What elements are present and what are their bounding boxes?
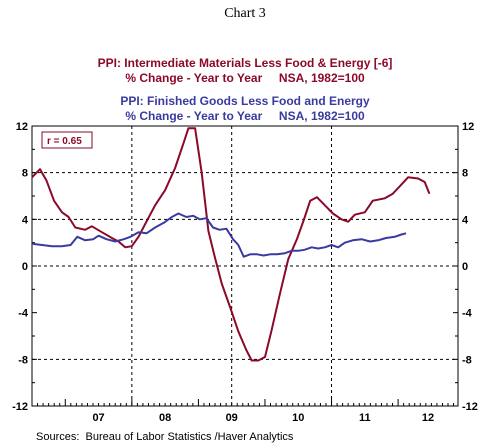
series-2-name: PPI: Finished Goods Less Food and Energy [120, 94, 370, 108]
x-tick-label: 09 [226, 412, 238, 424]
y-tick-label-right: 8 [462, 168, 468, 180]
series-line-2 [31, 212, 407, 258]
y-tick-label-right: -8 [462, 354, 472, 366]
x-tick-label: 07 [92, 412, 104, 424]
y-tick-label-right: -12 [462, 401, 478, 413]
y-tick-label-left: -8 [18, 354, 28, 366]
y-axis-left: -12 -8 -4 0 4 8 12 [12, 121, 37, 413]
y-tick-label-right: -4 [462, 308, 473, 320]
x-tick-label: 08 [159, 412, 171, 424]
y-axis-right: -12 -8 -4 0 4 8 12 [453, 121, 478, 413]
x-tick-label: 12 [422, 412, 434, 424]
chart-title: Chart 3 [224, 6, 266, 21]
y-tick-label-left: -4 [18, 308, 29, 320]
series-1-subtitle: % Change - Year to Year NSA, 1982=100 [125, 71, 365, 85]
series-2-subtitle: % Change - Year to Year NSA, 1982=100 [125, 109, 365, 123]
series-1-name: PPI: Intermediate Materials Less Food & … [98, 56, 393, 70]
y-tick-label-left: 12 [16, 121, 28, 133]
correlation-annotation: r = 0.65 [47, 136, 82, 147]
series-lines [31, 127, 431, 362]
y-tick-label-left: 4 [22, 214, 29, 226]
x-tick-label: 10 [292, 412, 304, 424]
series-line-1 [31, 127, 431, 362]
y-tick-label-left: 0 [22, 261, 28, 273]
y-tick-label-left: -12 [12, 401, 28, 413]
correlation-box [41, 131, 93, 149]
x-axis: 07 08 09 10 11 12 [31, 399, 455, 424]
source-note: Sources: Bureau of Labor Statistics /Hav… [36, 431, 294, 443]
y-tick-label-left: 8 [22, 168, 28, 180]
y-tick-label-right: 0 [462, 261, 468, 273]
y-tick-label-right: 12 [462, 121, 474, 133]
reference-lines [32, 126, 458, 406]
y-tick-label-right: 4 [462, 214, 469, 226]
x-tick-label: 11 [359, 412, 371, 424]
